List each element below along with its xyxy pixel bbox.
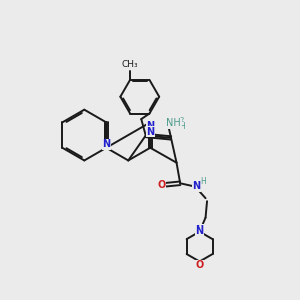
Text: H: H — [179, 122, 185, 131]
Text: N: N — [146, 127, 154, 137]
Text: NH: NH — [167, 118, 181, 128]
Text: CH₃: CH₃ — [122, 61, 138, 70]
Text: O: O — [158, 180, 166, 190]
Text: 2: 2 — [180, 117, 184, 123]
Text: N: N — [196, 225, 204, 235]
Text: N: N — [102, 139, 110, 149]
Text: O: O — [196, 260, 204, 270]
Text: H: H — [200, 177, 206, 186]
Text: N: N — [196, 226, 204, 236]
Text: N: N — [146, 121, 154, 131]
Text: N: N — [193, 181, 201, 191]
